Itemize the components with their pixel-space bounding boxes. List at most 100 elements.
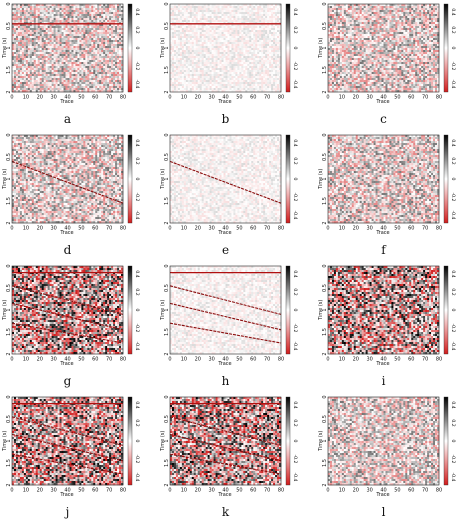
y-tick-label: 2 [164,352,170,355]
colorbar [127,134,133,224]
colorbar-tick-label: 0.2 [450,288,456,295]
colorbar-tick-label: 0.2 [292,157,298,164]
x-tick-label: 30 [366,488,372,494]
colorbar-tick-label: 0.4 [450,401,456,408]
y-axis-label: Time (s) [160,300,166,320]
colorbar-tick-label: -0.4 [450,211,456,220]
panel-caption: f [374,243,394,257]
x-tick-label: 40 [222,226,228,232]
colorbar-tick-label: 0 [292,178,298,181]
x-tick-label: 80 [120,357,126,363]
x-axis-label: Trace [328,492,438,498]
x-axis-label: Trace [170,361,280,367]
panel-caption: i [374,374,394,388]
x-tick-label: 80 [278,226,284,232]
y-tick-label: 0 [322,133,328,136]
colorbar [285,3,291,93]
x-tick-label: 70 [264,357,270,363]
colorbar-tick-label: -0.4 [292,473,298,482]
panel-caption: l [374,505,394,519]
colorbar-tick-label: -0.2 [292,193,298,202]
x-tick-label: 0 [326,95,329,101]
y-tick-label: 0 [164,395,170,398]
seismic-section-d: 0 10 20 30 40 50 60 70 80 0 0.5 1 1.5 2 0.4 0.2 0 -0.2 -0.… [6,133,140,232]
y-axis-label: Time (s) [318,38,324,58]
x-tick-label: 0 [168,488,171,494]
x-tick-label: 70 [106,488,112,494]
y-tick-label: 0 [164,133,170,136]
colorbar [285,265,291,355]
x-tick-label: 60 [92,357,98,363]
event-dip-2 [169,433,282,462]
y-tick-label: 0.5 [6,284,12,292]
event-dip-1 [169,285,282,315]
x-tick-label: 30 [50,226,56,232]
x-tick-label: 0 [168,95,171,101]
x-tick-label: 40 [64,488,70,494]
colorbar-tick-label: 0.4 [292,401,298,408]
y-tick-label: 1.5 [322,459,328,467]
colorbar-tick-label: 0.4 [450,8,456,15]
colorbar-tick-label: -0.4 [134,211,140,220]
colorbar-tick-label: -0.4 [134,80,140,89]
colorbar-tick-label: -0.2 [292,455,298,464]
x-tick-label: 0 [10,95,13,101]
x-tick-label: 30 [50,488,56,494]
colorbar-tick-label: -0.4 [292,80,298,89]
y-tick-label: 1 [322,46,328,49]
y-axis-label: Time (s) [2,38,8,58]
x-tick-label: 40 [380,226,386,232]
x-tick-label: 30 [50,357,56,363]
y-tick-label: 0.5 [164,284,170,292]
y-axis-label: Time (s) [2,169,8,189]
y-tick-label: 0 [6,395,12,398]
x-tick-label: 60 [250,488,256,494]
y-tick-label: 1 [6,177,12,180]
x-tick-label: 10 [339,488,345,494]
colorbar-tick-label: -0.2 [134,324,140,333]
colorbar-tick-label: 0 [292,309,298,312]
x-tick-label: 70 [422,226,428,232]
seismic-section-b: 0 10 20 30 40 50 60 70 80 0 0.5 1 1.5 2 0.4 0.2 0 -0.2 -0.… [164,2,298,101]
y-axis-label: Time (s) [318,300,324,320]
plot-frame [11,134,124,224]
x-tick-label: 10 [339,226,345,232]
x-tick-label: 40 [222,488,228,494]
colorbar-tick-label: 0.2 [450,419,456,426]
y-tick-label: 1.5 [322,66,328,74]
x-tick-label: 30 [208,226,214,232]
colorbar-tick-label: -0.4 [134,473,140,482]
x-axis-label: Trace [12,230,122,236]
colorbar-tick-label: -0.2 [292,62,298,71]
event-dip-1 [11,285,124,315]
x-tick-label: 30 [366,357,372,363]
y-tick-label: 1 [322,177,328,180]
event-dip-2 [11,433,124,462]
x-tick-label: 20 [353,488,359,494]
x-tick-label: 20 [195,488,201,494]
colorbar-tick-label: 0 [134,440,140,443]
noise-field [170,4,282,93]
x-tick-label: 0 [168,226,171,232]
x-tick-label: 0 [10,357,13,363]
x-tick-label: 40 [64,95,70,101]
y-tick-label: 0.5 [322,284,328,292]
x-tick-label: 10 [23,226,29,232]
y-tick-label: 1 [164,177,170,180]
x-tick-label: 60 [92,95,98,101]
event-dip-3 [11,453,124,475]
x-tick-label: 70 [106,357,112,363]
y-tick-label: 1 [164,46,170,49]
colorbar-tick-label: -0.2 [292,324,298,333]
x-axis-label: Trace [12,99,122,105]
x-tick-label: 10 [339,95,345,101]
colorbar-tick-label: 0 [292,47,298,50]
x-tick-label: 40 [222,95,228,101]
colorbar-tick-label: 0.4 [450,139,456,146]
panel-f: 0 10 20 30 40 50 60 70 80 0 0.5 1 1.5 2 0.4 0.2 0 -0.2 -0.… [316,131,474,262]
y-tick-label: 2 [322,483,328,486]
colorbar-tick-label: 0.2 [134,419,140,426]
panel-g: 0 10 20 30 40 50 60 70 80 0 0.5 1 1.5 2 0.4 0.2 0 -0.2 -0.… [0,262,158,393]
y-tick-label: 2 [6,483,12,486]
colorbar-tick-label: 0.4 [134,139,140,146]
